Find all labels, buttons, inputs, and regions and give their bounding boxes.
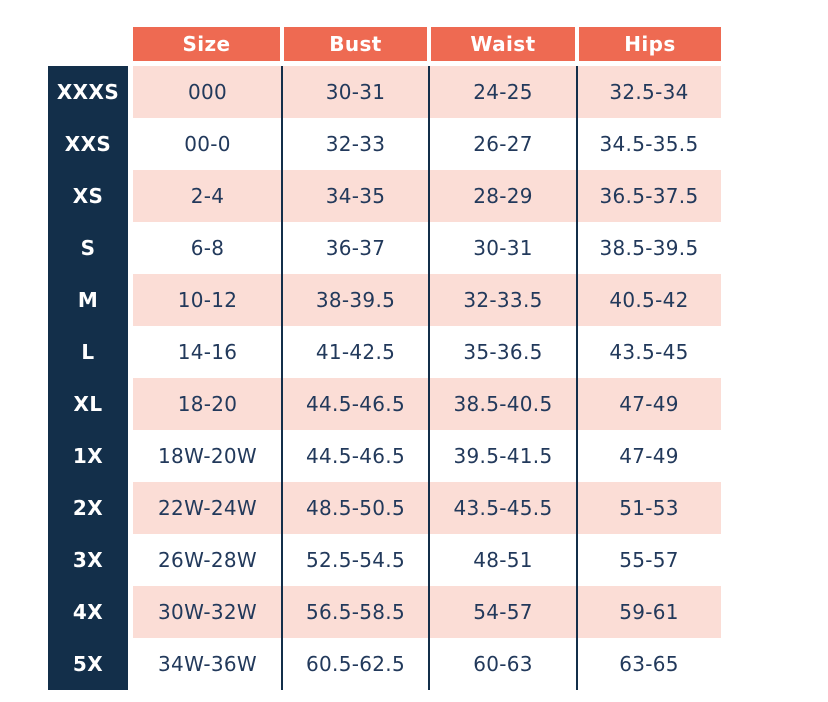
cell-size: 2-4	[190, 184, 225, 208]
cell-waist: 43.5-45.5	[453, 496, 553, 520]
column-divider	[576, 66, 578, 690]
size-label-2x: 2X	[72, 496, 104, 520]
cell-bust: 44.5-46.5	[306, 392, 405, 416]
table-header: Size Bust Waist Hips	[133, 27, 721, 61]
column-header-waist: Waist	[431, 27, 575, 61]
cell-waist: 26-27	[473, 132, 533, 156]
cell-hips: 43.5-45	[609, 340, 689, 364]
cell-bust: 32-33	[325, 132, 386, 156]
cell-waist: 24-25	[473, 80, 533, 104]
cell-hips: 34.5-35.5	[599, 132, 699, 156]
cell-size: 18W-20W	[158, 444, 257, 468]
column-header-bust: Bust	[284, 27, 427, 61]
size-label-5x: 5X	[72, 652, 104, 676]
table-row: 14-16 41-42.5 35-36.5 43.5-45	[133, 326, 721, 378]
table-row: 34W-36W 60.5-62.5 60-63 63-65	[133, 638, 721, 690]
size-label-m: M	[77, 288, 99, 312]
column-divider	[281, 66, 283, 690]
cell-hips: 59-61	[619, 600, 679, 624]
table-row: 000 30-31 24-25 32.5-34	[133, 66, 721, 118]
table-row: 10-12 38-39.5 32-33.5 40.5-42	[133, 274, 721, 326]
table-row: 00-0 32-33 26-27 34.5-35.5	[133, 118, 721, 170]
cell-waist: 38.5-40.5	[453, 392, 553, 416]
cell-bust: 36-37	[325, 236, 386, 260]
table-row: 6-8 36-37 30-31 38.5-39.5	[133, 222, 721, 274]
cell-bust: 38-39.5	[315, 288, 396, 312]
table-row: 30W-32W 56.5-58.5 54-57 59-61	[133, 586, 721, 638]
cell-size: 00-0	[184, 132, 231, 156]
size-label-xxs: XXS	[64, 132, 112, 156]
size-label-s: S	[80, 236, 96, 260]
table-row: 18-20 44.5-46.5 38.5-40.5 47-49	[133, 378, 721, 430]
cell-size: 10-12	[177, 288, 238, 312]
cell-waist: 35-36.5	[463, 340, 543, 364]
cell-bust: 34-35	[325, 184, 386, 208]
size-label-l: L	[81, 340, 95, 364]
size-label-3x: 3X	[72, 548, 104, 572]
cell-hips: 32.5-34	[609, 80, 689, 104]
table-row: 26W-28W 52.5-54.5 48-51 55-57	[133, 534, 721, 586]
cell-size: 000	[187, 80, 228, 104]
cell-size: 34W-36W	[158, 652, 257, 676]
cell-waist: 28-29	[473, 184, 533, 208]
cell-bust: 44.5-46.5	[306, 444, 405, 468]
cell-bust: 60.5-62.5	[306, 652, 405, 676]
cell-hips: 51-53	[619, 496, 679, 520]
cell-size: 22W-24W	[158, 496, 257, 520]
column-header-size: Size	[133, 27, 280, 61]
size-label-xl: XL	[73, 392, 103, 416]
size-label-xxxs: XXXS	[56, 80, 120, 104]
cell-size: 26W-28W	[158, 548, 257, 572]
cell-bust: 52.5-54.5	[306, 548, 405, 572]
cell-size: 30W-32W	[158, 600, 257, 624]
cell-bust: 48.5-50.5	[306, 496, 405, 520]
cell-hips: 63-65	[619, 652, 679, 676]
cell-hips: 40.5-42	[609, 288, 689, 312]
size-label-4x: 4X	[72, 600, 104, 624]
cell-hips: 38.5-39.5	[599, 236, 699, 260]
table-row: 22W-24W 48.5-50.5 43.5-45.5 51-53	[133, 482, 721, 534]
table-row: 2-4 34-35 28-29 36.5-37.5	[133, 170, 721, 222]
cell-waist: 60-63	[473, 652, 533, 676]
column-divider	[428, 66, 430, 690]
cell-size: 18-20	[177, 392, 238, 416]
table-row: 18W-20W 44.5-46.5 39.5-41.5 47-49	[133, 430, 721, 482]
cell-hips: 55-57	[619, 548, 679, 572]
cell-waist: 48-51	[473, 548, 533, 572]
size-label-1x: 1X	[72, 444, 104, 468]
cell-waist: 54-57	[473, 600, 533, 624]
size-label-column: XXXS XXS XS S M L XL 1X 2X 3X 4X 5X	[48, 66, 128, 690]
cell-waist: 32-33.5	[463, 288, 543, 312]
column-header-hips: Hips	[579, 27, 721, 61]
table-body: 000 30-31 24-25 32.5-34 00-0 32-33 26-27…	[133, 66, 721, 690]
cell-bust: 41-42.5	[315, 340, 396, 364]
cell-hips: 47-49	[619, 444, 679, 468]
cell-waist: 30-31	[473, 236, 533, 260]
cell-hips: 47-49	[619, 392, 679, 416]
size-label-xs: XS	[72, 184, 104, 208]
cell-size: 6-8	[190, 236, 225, 260]
cell-hips: 36.5-37.5	[599, 184, 699, 208]
cell-bust: 30-31	[325, 80, 386, 104]
cell-waist: 39.5-41.5	[453, 444, 553, 468]
cell-bust: 56.5-58.5	[306, 600, 405, 624]
cell-size: 14-16	[177, 340, 238, 364]
